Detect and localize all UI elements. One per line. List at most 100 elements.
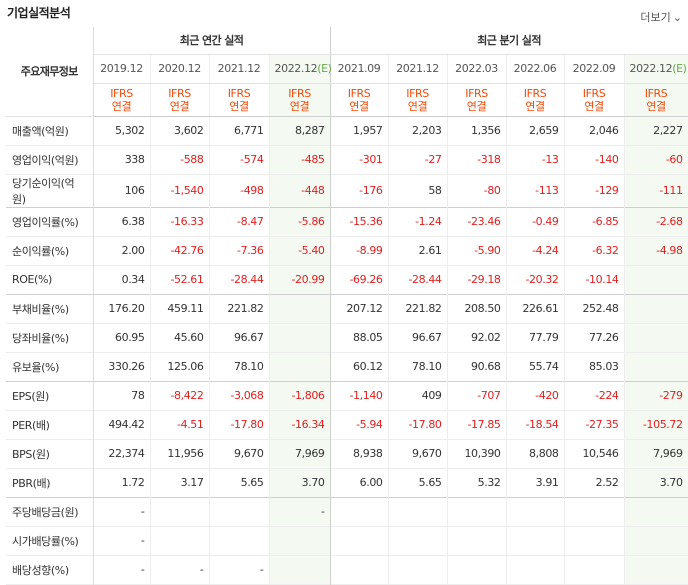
value-cell: -3,068 <box>209 381 270 410</box>
value-cell: 6.38 <box>93 207 151 236</box>
row-label: 매출액(억원) <box>6 116 94 145</box>
value-cell: 90.68 <box>447 352 507 381</box>
value-cell: 58 <box>388 174 448 207</box>
table-row: 당기순이익(억원) 106 -1,540 -498 -448 -176 58 -80 -113-… <box>6 174 688 207</box>
period-label: 2021.12 <box>217 62 261 75</box>
value-cell: -588 <box>150 145 210 174</box>
value-cell: -10.14 <box>564 265 625 294</box>
table-row: 배당성향(%) - - - <box>6 555 688 584</box>
value-cell: -113 <box>506 174 565 207</box>
value-cell: -13 <box>506 145 565 174</box>
value-cell: -27 <box>388 145 448 174</box>
row-label: 주당배당금(원) <box>6 497 94 526</box>
value-cell: -28.44 <box>209 265 270 294</box>
basis-ifrs: IFRS <box>582 86 606 100</box>
more-button[interactable]: 더보기 ⌄ <box>640 9 682 25</box>
value-cell <box>506 497 565 526</box>
value-cell: -8,422 <box>150 381 210 410</box>
value-cell <box>269 323 331 352</box>
value-cell: 7,969 <box>624 439 688 468</box>
value-cell: 3,602 <box>150 116 210 145</box>
table-row: ROE(%) 0.34 -52.61 -28.44 -20.99 -69.26 -28.44… <box>6 265 688 294</box>
value-cell: -420 <box>506 381 565 410</box>
value-cell: -28.44 <box>388 265 448 294</box>
value-cell: 3.17 <box>150 468 210 497</box>
value-cell: 9,670 <box>388 439 448 468</box>
period-label: 2022.03 <box>455 62 498 75</box>
financial-summary-table: 주요재무정보 최근 연간 실적 최근 분기 실적 2019.12 2020.12 2… <box>6 27 688 585</box>
value-cell: 1,356 <box>447 116 507 145</box>
basis-ifrs: IFRS <box>406 86 429 100</box>
value-cell <box>624 323 688 352</box>
table-row: 주당배당금(원) - - <box>6 497 688 526</box>
basis-header: IFRS 연결 <box>209 83 270 117</box>
value-cell: 3.70 <box>269 468 331 497</box>
value-cell <box>330 497 389 526</box>
row-label: 부채비율(%) <box>6 294 94 323</box>
basis-consolidated: 연결 <box>646 99 666 113</box>
value-cell: 2,046 <box>564 116 625 145</box>
value-cell <box>209 497 270 526</box>
table-row: PER(배) 494.42 -4.51 -17.80 -16.34 -5.94 -17.80… <box>6 410 688 439</box>
value-cell: -5.90 <box>447 236 507 265</box>
value-cell: 125.06 <box>150 352 210 381</box>
table-corner-label: 주요재무정보 <box>6 27 94 117</box>
table-row: 영업이익(억원) 338 -588 -574 -485 -301 -27 -318 -13 -14… <box>6 145 688 174</box>
value-cell: -15.36 <box>330 207 389 236</box>
basis-ifrs: IFRS <box>227 86 251 100</box>
value-cell: 208.50 <box>447 294 507 323</box>
period-header: 2022.06 <box>506 54 565 84</box>
value-cell: 55.74 <box>506 352 565 381</box>
value-cell: -4.24 <box>506 236 565 265</box>
value-cell: 409 <box>388 381 448 410</box>
period-label: 2021.09 <box>337 62 381 75</box>
value-cell <box>624 526 688 555</box>
value-cell: 78.10 <box>388 352 448 381</box>
row-label: ROE(%) <box>6 265 94 294</box>
value-cell <box>269 294 331 323</box>
row-label: PER(배) <box>6 410 94 439</box>
basis-consolidated: 연결 <box>349 99 369 113</box>
value-cell: - <box>209 555 270 584</box>
value-cell: -4.51 <box>150 410 210 439</box>
value-cell: -1,806 <box>269 381 331 410</box>
row-label: BPS(원) <box>6 439 94 468</box>
value-cell <box>564 497 625 526</box>
value-cell: -17.80 <box>209 410 270 439</box>
value-cell: 2.00 <box>93 236 151 265</box>
period-label: 2020.12 <box>158 62 201 75</box>
value-cell <box>624 265 688 294</box>
value-cell: -485 <box>269 145 331 174</box>
value-cell <box>388 497 448 526</box>
basis-header: IFRS 연결 <box>269 83 331 117</box>
value-cell: - <box>93 526 151 555</box>
value-cell <box>564 555 625 584</box>
value-cell: -17.85 <box>447 410 507 439</box>
row-label: EPS(원) <box>6 381 94 410</box>
value-cell: -69.26 <box>330 265 389 294</box>
period-label: 2022.09 <box>572 62 616 75</box>
value-cell: 8,808 <box>506 439 565 468</box>
value-cell: -52.61 <box>150 265 210 294</box>
value-cell: -60 <box>624 145 688 174</box>
value-cell: 338 <box>93 145 151 174</box>
value-cell: -1.24 <box>388 207 448 236</box>
value-cell: -8.99 <box>330 236 389 265</box>
value-cell: 11,956 <box>150 439 210 468</box>
value-cell: -5.94 <box>330 410 389 439</box>
value-cell: 226.61 <box>506 294 565 323</box>
estimate-mark: (E) <box>672 62 687 75</box>
table-row: PBR(배) 1.72 3.17 5.65 3.70 6.00 5.65 5.32 3.91 2.… <box>6 468 688 497</box>
value-cell <box>447 555 507 584</box>
value-cell: 92.02 <box>447 323 507 352</box>
value-cell: 459.11 <box>150 294 210 323</box>
value-cell: -448 <box>269 174 331 207</box>
basis-consolidated: 연결 <box>584 99 604 113</box>
value-cell: - <box>150 555 210 584</box>
period-header: 2022.12(E) <box>624 54 688 84</box>
value-cell: - <box>93 497 151 526</box>
value-cell: 78.10 <box>209 352 270 381</box>
chevron-down-icon: ⌄ <box>672 11 682 24</box>
value-cell: -16.34 <box>269 410 331 439</box>
value-cell: -140 <box>564 145 625 174</box>
